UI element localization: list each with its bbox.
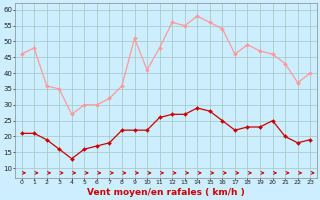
X-axis label: Vent moyen/en rafales ( km/h ): Vent moyen/en rafales ( km/h ) [87,188,245,197]
